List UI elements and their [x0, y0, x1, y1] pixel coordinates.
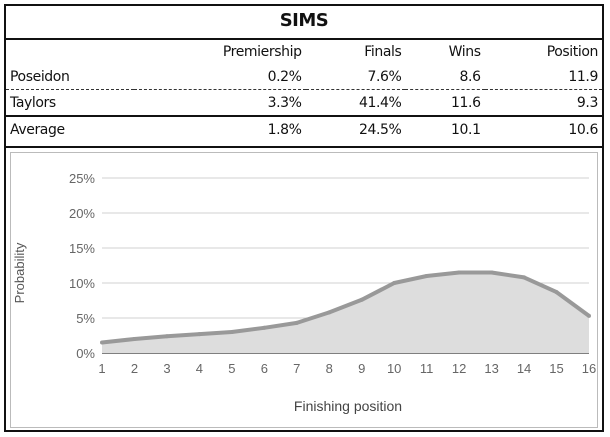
row-premiership: 0.2% [134, 64, 306, 90]
row-position: 11.9 [484, 64, 602, 90]
y-axis-label: Probability [12, 242, 27, 303]
y-tick-label: 20% [69, 206, 95, 221]
row-premiership: 3.3% [134, 89, 306, 117]
y-tick-label: 5% [76, 311, 95, 326]
row-wins: 8.6 [405, 64, 485, 90]
row-finals: 41.4% [305, 89, 406, 117]
row-name: Average [10, 121, 65, 138]
panel-title: SIMS [6, 6, 602, 40]
data-point [164, 334, 169, 339]
data-point [554, 290, 559, 295]
probability-chart: 0%5%10%15%20%25% 1 2 3 4 5 6 7 8 9 10 11 12 13 14 15 16… [12, 171, 596, 414]
data-point [100, 340, 104, 345]
header-blank [6, 39, 134, 64]
row-position: 10.6 [568, 121, 598, 138]
data-point [489, 270, 494, 275]
data-point [392, 281, 397, 285]
table-row: Poseidon 0.2% 7.6% 8.6 11.9 [6, 64, 602, 90]
header-wins: Wins [448, 43, 481, 60]
row-name: Taylors [6, 89, 134, 117]
data-point [587, 313, 591, 318]
data-point [229, 330, 234, 334]
y-tick-label: 15% [69, 241, 95, 256]
y-tick-label: 0% [76, 346, 95, 361]
x-tick-label: 15 [549, 361, 563, 376]
table-row: Taylors 3.3% 41.4% 11.6 9.3 [6, 89, 602, 117]
row-premiership: 1.8% [267, 121, 302, 138]
row-wins: 11.6 [405, 89, 485, 117]
sims-panel: SIMS Premiership Finals Wins Position Po… [4, 4, 604, 432]
header-premiership: Premiership [222, 43, 302, 60]
data-point [132, 337, 137, 341]
data-point [424, 274, 429, 278]
x-tick-label: 12 [452, 361, 466, 376]
data-point [262, 325, 267, 330]
row-wins: 10.1 [451, 121, 481, 138]
row-finals: 24.5% [358, 121, 402, 138]
header-position: Position [546, 43, 599, 60]
x-tick-label: 1 [98, 361, 105, 376]
y-tick-label: 25% [69, 171, 95, 186]
x-axis-label: Finishing position [294, 398, 402, 414]
data-point [457, 270, 462, 275]
area-series [100, 270, 591, 353]
stats-table: Premiership Finals Wins Position Poseido… [6, 39, 602, 142]
table-header-row: Premiership Finals Wins Position [6, 39, 602, 64]
x-tick-label: 14 [517, 361, 531, 376]
x-tick-label: 9 [358, 361, 365, 376]
data-point [327, 310, 332, 315]
row-position: 9.3 [484, 89, 602, 117]
data-point [522, 275, 527, 280]
x-tick-label: 7 [293, 361, 300, 376]
row-finals: 7.6% [305, 64, 406, 90]
chart-container: 0% 5% 10% 15% 20% 25% 1 2 3 4 5 6 7 8 9 10 11 12 13 14 15 16… [10, 152, 598, 428]
x-tick-label: 8 [326, 361, 333, 376]
x-tick-label: 16 [582, 361, 596, 376]
x-tick-label: 4 [196, 361, 203, 376]
area-fill [102, 272, 589, 353]
x-tick-label: 10 [387, 361, 401, 376]
x-tick-labels: 1 2 3 4 5 6 7 8 9 10 11 12 13 14 15 16 [98, 361, 596, 376]
section-divider [6, 146, 602, 148]
x-tick-label: 5 [228, 361, 235, 376]
data-point [359, 297, 364, 302]
row-name: Poseidon [6, 64, 134, 90]
x-tick-label: 13 [484, 361, 498, 376]
header-finals: Finals [364, 43, 402, 60]
table-row: Average 1.8% 24.5% 10.1 10.6 [6, 116, 602, 142]
series-line [101, 270, 591, 345]
x-tick-label: 2 [131, 361, 138, 376]
data-point [294, 320, 299, 325]
data-point [197, 332, 202, 337]
x-tick-label: 11 [420, 361, 434, 376]
y-tick-labels: 0% 5% 10% 15% 20% 25% [69, 171, 95, 361]
x-tick-label: 3 [163, 361, 170, 376]
x-tick-label: 6 [261, 361, 268, 376]
y-tick-label: 10% [69, 276, 95, 291]
